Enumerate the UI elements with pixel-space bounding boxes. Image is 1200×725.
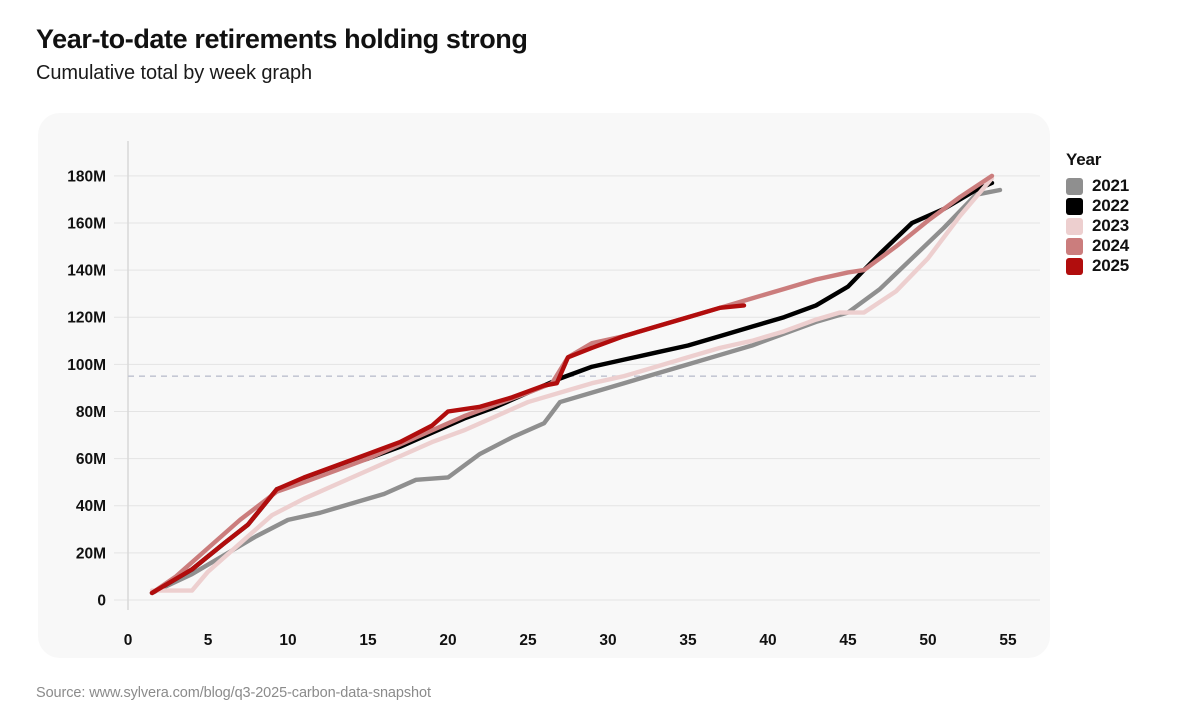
legend-swatch-2021 [1066,177,1083,195]
legend-items-list: 2021 2022 2023 2024 2025 [1066,176,1186,276]
x-axis-tick-labels: 0 5 10 15 20 25 30 35 40 45 50 55 [124,632,1017,649]
series-line-2025 [149,303,747,596]
y-tick-label: 80M [76,404,106,421]
x-tick-label: 25 [519,632,537,649]
legend-label: 2025 [1092,256,1130,275]
grid-lines [114,175,1040,601]
x-tick-label: 40 [759,632,776,649]
x-tick-label: 0 [124,632,133,649]
x-tick-label: 50 [919,632,936,649]
legend-item-2022[interactable]: 2022 [1066,196,1186,216]
series-line-2021 [149,187,1003,596]
series-line-2023 [149,176,995,593]
legend-label: 2021 [1092,176,1130,195]
legend-item-2023[interactable]: 2023 [1066,216,1186,236]
x-tick-label: 20 [439,632,456,649]
x-tick-label: 15 [359,632,377,649]
y-tick-label: 0 [97,593,106,610]
legend-item-2025[interactable]: 2025 [1066,256,1186,276]
x-tick-label: 10 [279,632,296,649]
x-tick-label: 55 [999,632,1017,649]
legend-label: 2022 [1092,196,1130,215]
y-tick-label: 100M [67,357,106,374]
legend-label: 2024 [1092,236,1130,255]
y-tick-label: 40M [76,498,106,515]
legend-swatch-2024 [1066,237,1083,255]
y-tick-label: 180M [67,168,106,185]
legend-swatch-2025 [1066,257,1083,275]
y-tick-label: 140M [67,263,106,280]
page-title: Year-to-date retirements holding strong [36,24,528,54]
chart-header: Year-to-date retirements holding strong … [36,24,1036,85]
source-caption: Source: www.sylvera.com/blog/q3-2025-car… [36,685,431,701]
x-tick-label: 45 [839,632,857,649]
x-tick-label: 5 [204,632,213,649]
chart-plot-container: 0 20M 40M 60M 80M 100M 120M 140M 160M 180M 0 5 10 15… [38,113,1050,658]
data-series-lines [149,173,1003,596]
series-line-2024 [149,173,995,596]
legend-swatch-2023 [1066,217,1083,235]
x-tick-label: 30 [599,632,616,649]
legend-item-2021[interactable]: 2021 [1066,176,1186,196]
legend-item-2024[interactable]: 2024 [1066,236,1186,256]
y-tick-label: 20M [76,545,106,562]
legend-swatch-2022 [1066,197,1083,215]
y-tick-label: 160M [67,215,106,232]
legend-label: 2023 [1092,216,1130,235]
line-chart: 0 20M 40M 60M 80M 100M 120M 140M 160M 180M 0 5 10 15… [67,141,1040,649]
y-tick-label: 60M [76,451,106,468]
page-subtitle: Cumulative total by week graph [36,62,313,85]
chart-legend: Year 2021 2022 2023 2024 2025 [1066,150,1186,276]
x-tick-label: 35 [679,632,697,649]
y-axis-tick-labels: 0 20M 40M 60M 80M 100M 120M 140M 160M 180M [67,168,106,609]
y-tick-label: 120M [67,310,106,327]
legend-title: Year [1066,150,1102,169]
